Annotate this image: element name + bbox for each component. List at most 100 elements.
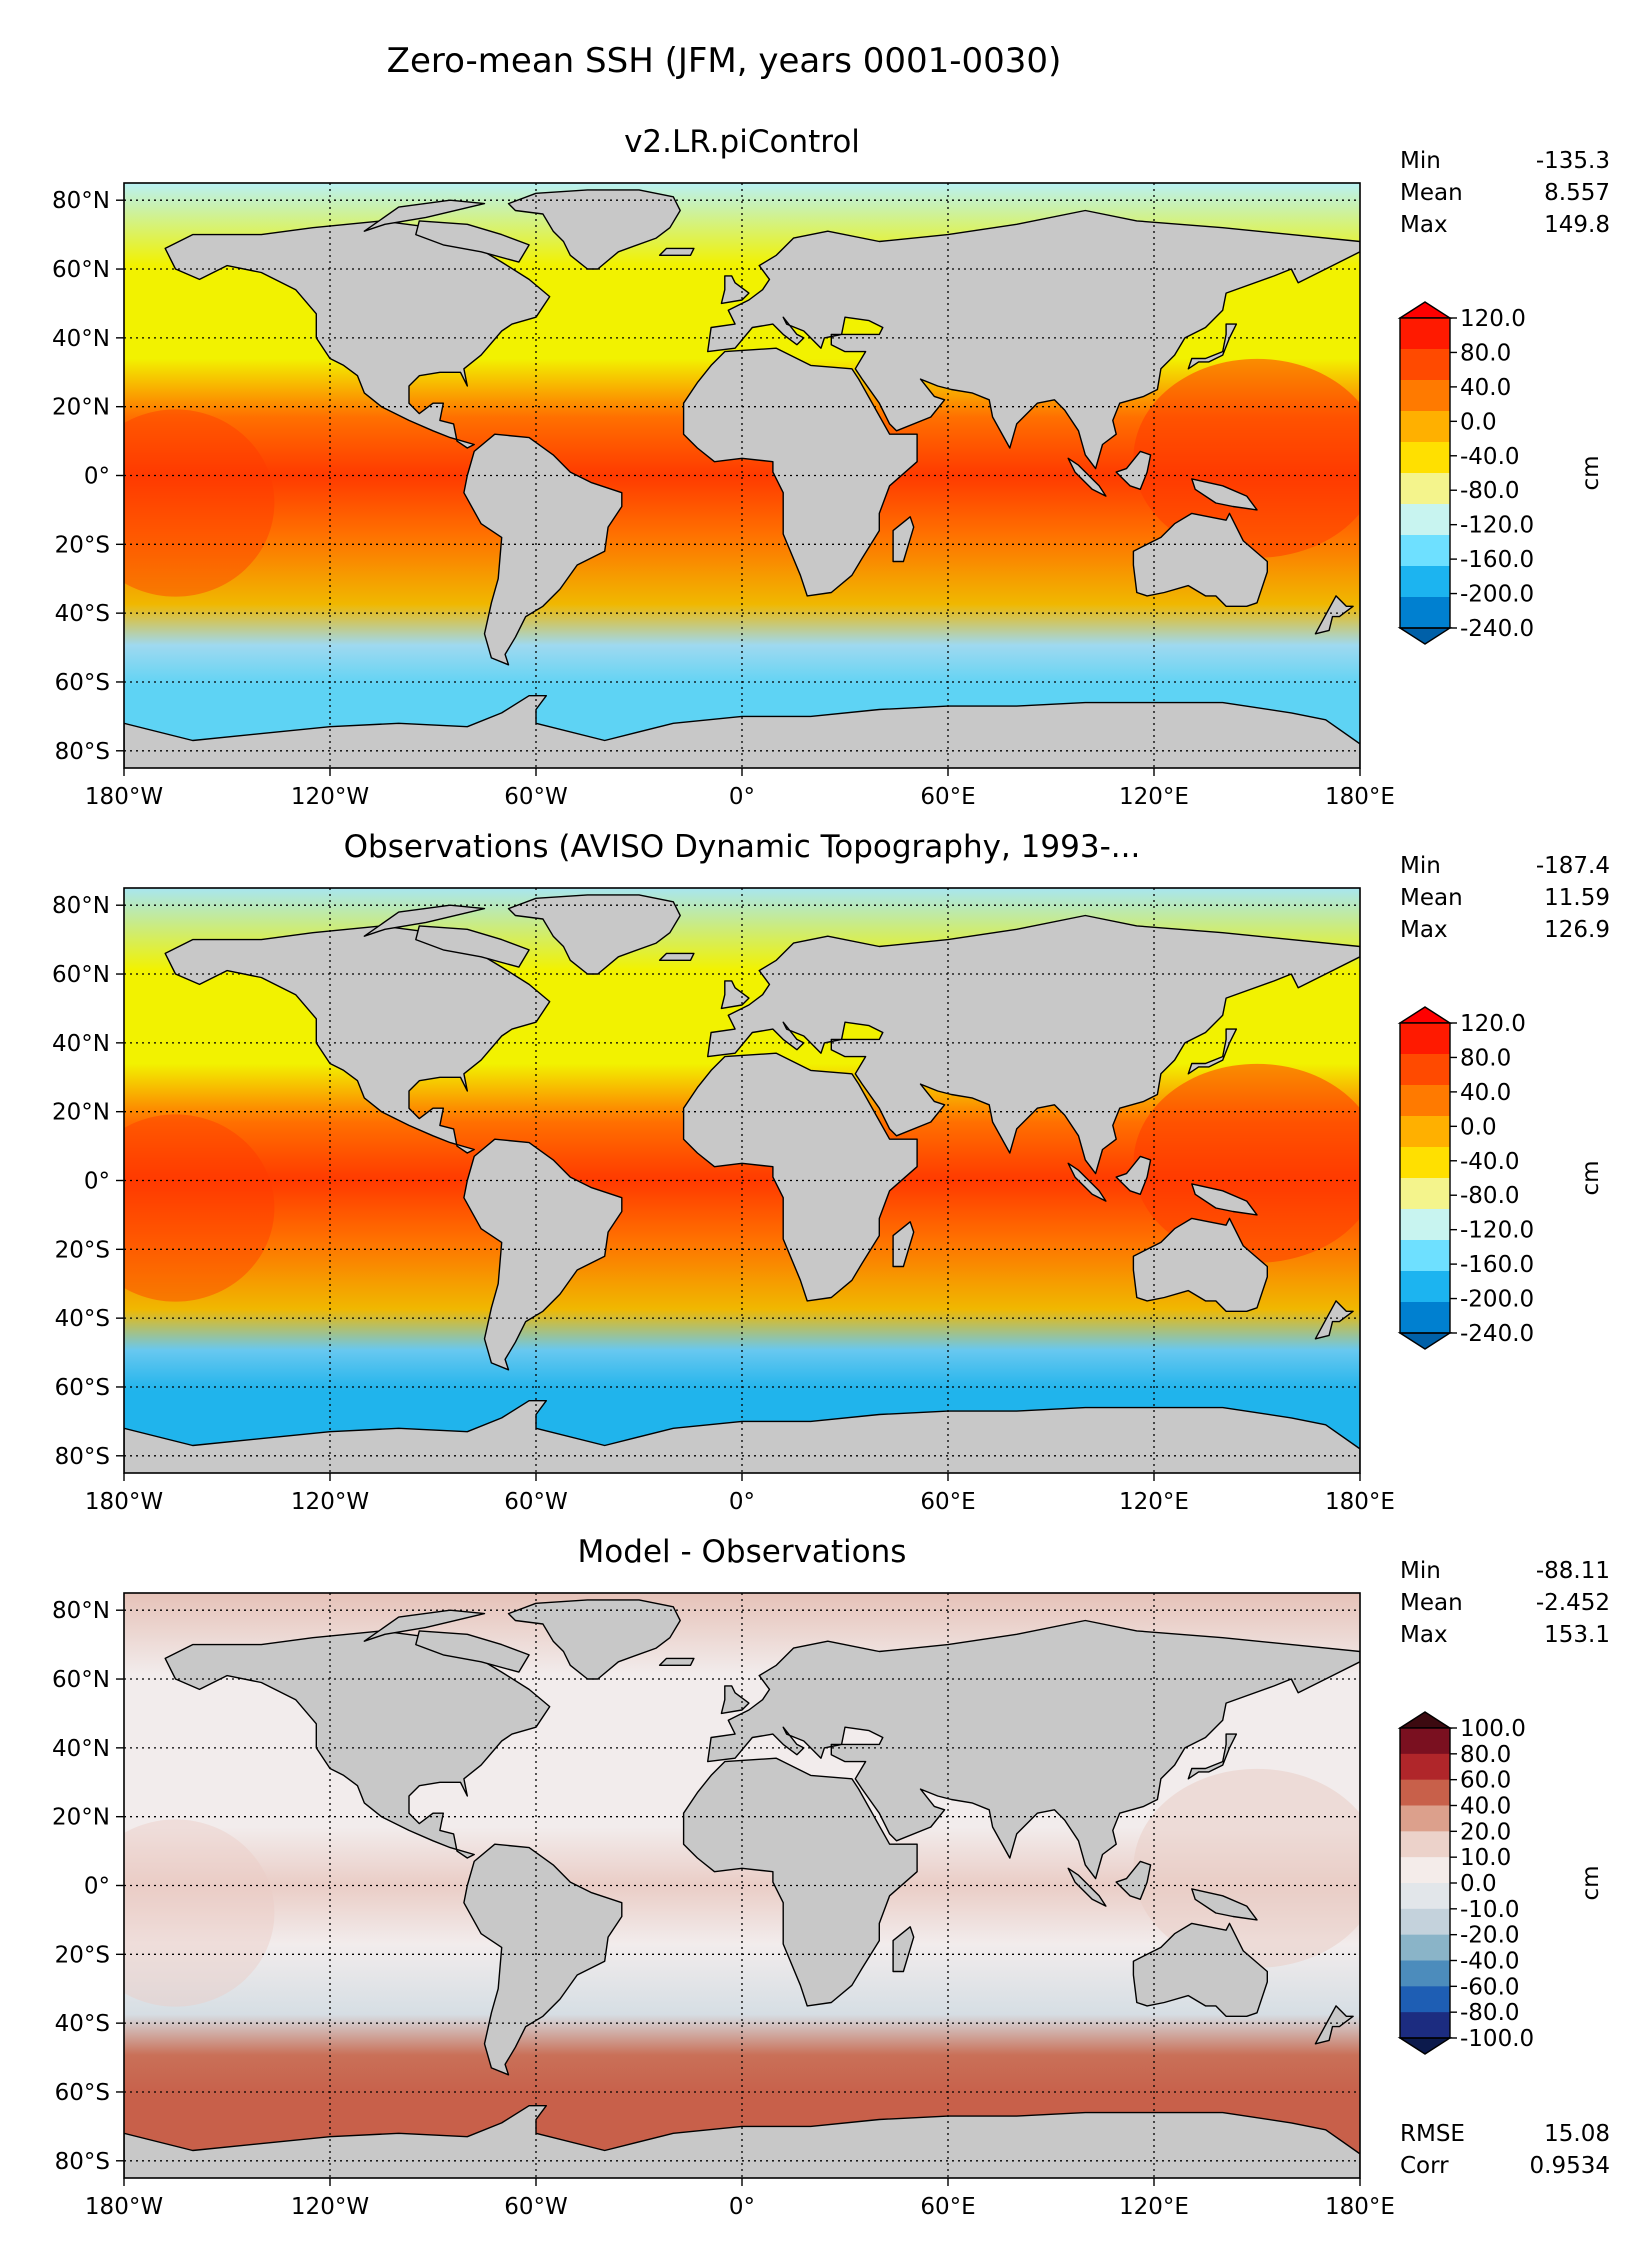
colorbar-tick-label: 0.0: [1460, 1871, 1497, 1897]
stat-label: Mean: [1400, 885, 1463, 911]
lon-tick-label: 180°E: [1325, 1489, 1395, 1515]
colorbar-extend-low: [1397, 2037, 1453, 2055]
colorbar-tick-label: -40.0: [1460, 1149, 1520, 1175]
land-12: [1115, 450, 1152, 490]
lat-tick-label: 60°N: [52, 257, 110, 283]
lat-tick-label: 20°S: [55, 1237, 110, 1263]
colorbar: 120.0 80.0 40.0 0.0 -40.0 -80.0 -120.0 -160.0 -2…: [1397, 1006, 1604, 1350]
colorbar-tick-label: 80.0: [1460, 1742, 1511, 1768]
stat-value: -135.3: [1536, 148, 1610, 174]
lon-tick-label: 120°W: [291, 1489, 369, 1515]
lon-tick-label: 60°W: [504, 1489, 568, 1515]
colorbar-tick-label: 40.0: [1460, 1794, 1511, 1820]
stat-value: 15.08: [1544, 2121, 1610, 2147]
panel-2: Observations (AVISO Dynamic Topography, …: [52, 829, 1610, 1515]
lon-tick-label: 0°: [729, 784, 755, 810]
colorbar-swatch: [1400, 442, 1450, 474]
land-14: [892, 516, 915, 563]
land-3: [682, 1052, 918, 1302]
land-4: [707, 209, 1360, 470]
lon-tick-label: 60°E: [920, 784, 975, 810]
land-12: [1115, 1155, 1152, 1196]
lat-tick-label: 80°S: [55, 739, 110, 765]
land-11: [1067, 1162, 1107, 1202]
colorbar-tick-label: -240.0: [1460, 1321, 1534, 1347]
colorbar-swatch: [1400, 1302, 1450, 1334]
colorbar-swatch: [1400, 1779, 1450, 1806]
map: [124, 183, 1360, 768]
stat-value: 153.1: [1544, 1622, 1610, 1648]
colorbar-tick-label: -200.0: [1460, 1287, 1534, 1313]
colorbar-tick-label: 80.0: [1460, 340, 1511, 366]
lon-tick-label: 180°E: [1325, 2194, 1395, 2220]
colorbar-frame: [1399, 317, 1451, 629]
stat-label: Max: [1400, 1622, 1448, 1648]
lon-tick-label: 120°W: [291, 784, 369, 810]
lon-tick-label: 60°E: [920, 2194, 975, 2220]
land-15: [720, 275, 750, 305]
lat-tick-label: 80°S: [55, 2149, 110, 2175]
land-15: [720, 980, 750, 1010]
colorbar-swatch: [1400, 1883, 1450, 1910]
land-1: [164, 925, 551, 1154]
colorbar-tick-label: -200.0: [1460, 582, 1534, 608]
lon-tick-label: 120°E: [1119, 1489, 1189, 1515]
warm-pool: [1133, 358, 1360, 558]
land-9: [363, 199, 486, 232]
colorbar-tick-label: 60.0: [1460, 1768, 1511, 1794]
colorbar-tick-label: -40.0: [1460, 1949, 1520, 1975]
lat-tick-label: 40°N: [52, 1736, 110, 1762]
lat-tick-label: 0°: [84, 1169, 110, 1195]
land-13: [1191, 1888, 1258, 1921]
stat-value: -88.11: [1536, 1558, 1610, 1584]
colorbar-tick-label: -240.0: [1460, 616, 1534, 642]
lat-tick-label: 20°S: [55, 532, 110, 558]
lat-tick-label: 80°N: [52, 1598, 110, 1624]
colorbar-swatch: [1400, 504, 1450, 536]
colorbar-tick-label: -80.0: [1460, 2000, 1520, 2026]
colorbar-swatch: [1400, 1831, 1450, 1858]
lon-tick-label: 60°W: [504, 784, 568, 810]
lat-tick-label: 80°S: [55, 1444, 110, 1470]
lon-tick-label: 180°E: [1325, 784, 1395, 810]
colorbar-swatch: [1400, 1085, 1450, 1117]
lat-tick-label: 40°N: [52, 1031, 110, 1057]
colorbar-tick-label: 40.0: [1460, 375, 1511, 401]
lat-tick-label: 40°S: [55, 2011, 110, 2037]
lat-tick-label: 40°S: [55, 1306, 110, 1332]
colorbar-swatch: [1400, 597, 1450, 629]
land-16: [1314, 595, 1354, 635]
colorbar-unit-label: cm: [1578, 1160, 1604, 1195]
lat-tick-label: 80°N: [52, 893, 110, 919]
colorbar-swatch: [1400, 1908, 1450, 1936]
colorbar-extend-high: [1397, 1006, 1453, 1024]
panel-title: Model - Observations: [578, 1534, 907, 1570]
land-10: [1187, 323, 1238, 370]
stat-value: 126.9: [1544, 917, 1610, 943]
colorbar-unit-label: cm: [1578, 1865, 1604, 1900]
land-2: [463, 433, 623, 666]
colorbar-swatch: [1400, 1147, 1450, 1179]
colorbar-tick-label: 20.0: [1460, 1819, 1511, 1845]
colorbar-swatch: [1400, 1857, 1450, 1884]
lat-tick-label: 60°S: [55, 1375, 110, 1401]
land-6: [124, 695, 1360, 768]
lat-tick-label: 0°: [84, 464, 110, 490]
colorbar-swatch: [1400, 1116, 1450, 1148]
stat-value: 149.8: [1544, 212, 1610, 238]
lon-tick-label: 180°W: [85, 2194, 163, 2220]
land-2: [463, 1843, 623, 2076]
land-7: [507, 1599, 681, 1680]
colorbar-swatch: [1400, 1271, 1450, 1303]
colorbar-swatch: [1400, 1934, 1450, 1961]
lat-tick-label: 20°N: [52, 1100, 110, 1126]
panel-1: v2.LR.piControl 80°N 60°N 40°N 20°N 0° 20°S 40°…: [52, 124, 1610, 810]
stat-label: Min: [1400, 148, 1441, 174]
lat-tick-label: 60°S: [55, 670, 110, 696]
map: [124, 888, 1360, 1473]
colorbar-swatch: [1400, 1023, 1450, 1055]
warm-pool-east: [124, 409, 275, 597]
lat-tick-label: 60°N: [52, 1667, 110, 1693]
stat-value: -2.452: [1536, 1590, 1610, 1616]
